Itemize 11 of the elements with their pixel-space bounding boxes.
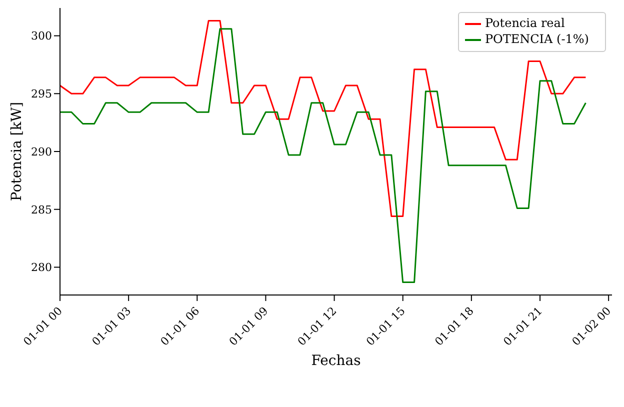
legend-label: Potencia real <box>484 16 565 30</box>
x-axis-title: Fechas <box>311 353 361 369</box>
line-series <box>60 20 586 218</box>
y-tick-label: 285 <box>31 203 52 216</box>
y-axis-title: Potencia [kW] <box>8 102 25 202</box>
legend-label: POTENCIA (-1%) <box>484 32 589 46</box>
y-tick-label: 280 <box>31 261 52 274</box>
line-series <box>60 28 586 284</box>
y-tick-label: 295 <box>31 88 52 101</box>
y-tick-label: 300 <box>31 30 52 43</box>
y-tick-label: 290 <box>31 145 52 158</box>
